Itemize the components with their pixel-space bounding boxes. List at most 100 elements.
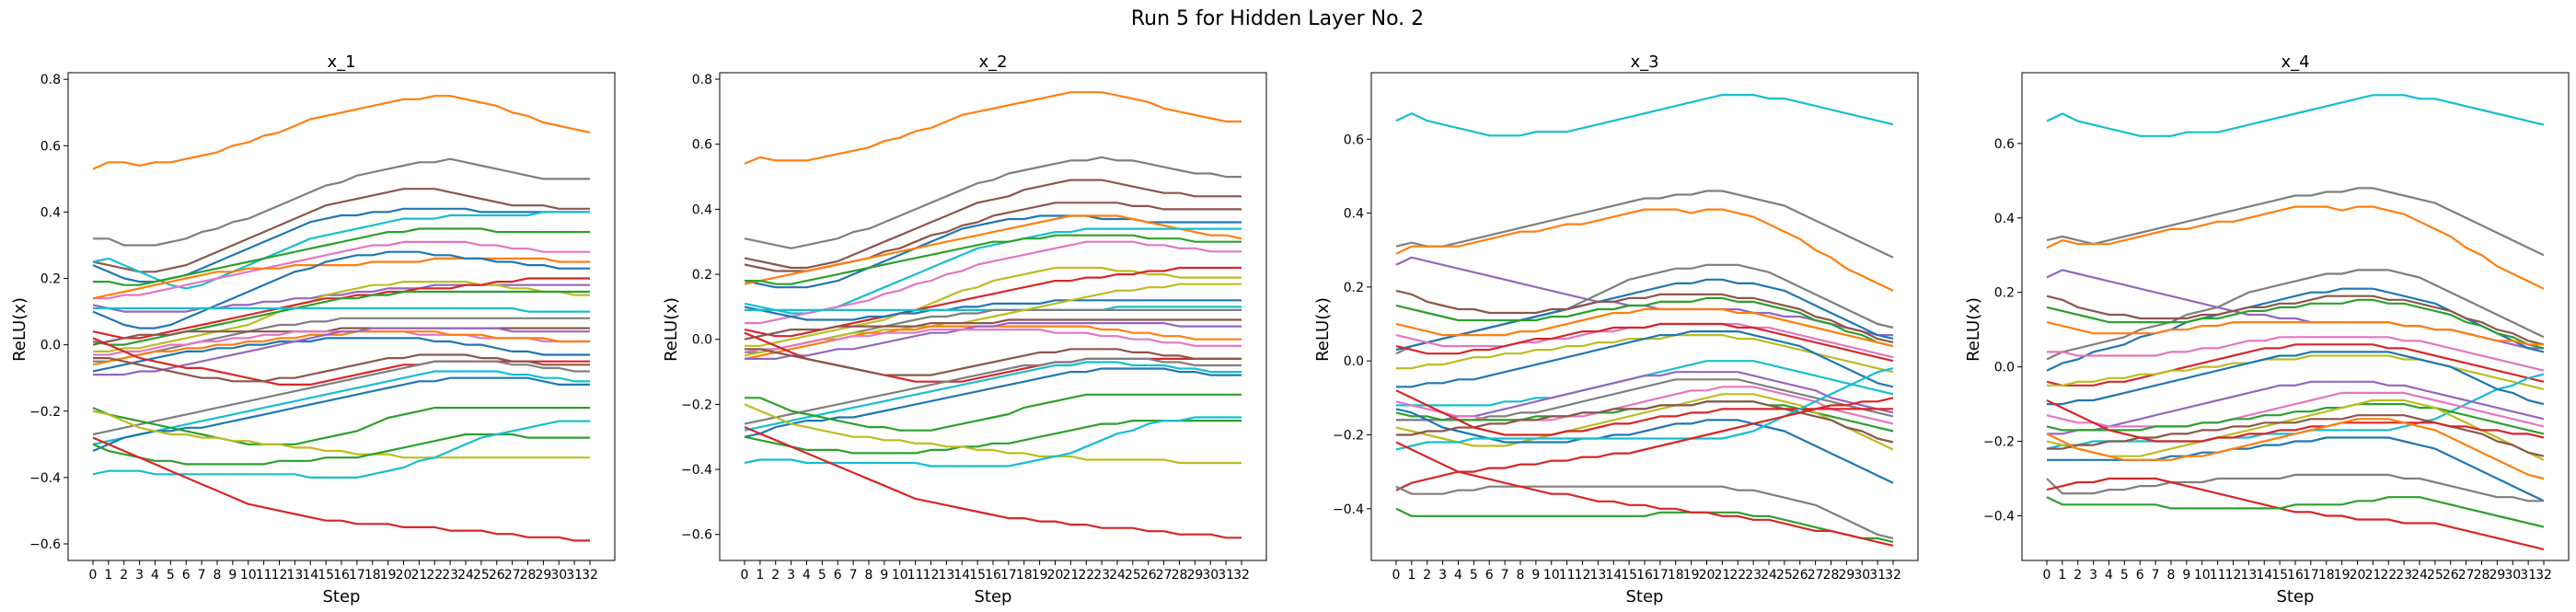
x-tick-label: 30 — [1202, 568, 1219, 583]
x-tick-label: 12 — [1575, 568, 1591, 583]
series-line — [2046, 477, 2545, 550]
x-tick-label: 7 — [2152, 568, 2160, 583]
x-tick-label: 9 — [228, 568, 237, 583]
x-tick-label: 27 — [1156, 568, 1172, 583]
x-tick-label: 1 — [1407, 568, 1415, 583]
x-tick-label: 23 — [1745, 568, 1762, 583]
y-axis-ticks: −0.4 −0.2 0.0 0.2 0.4 0.6 — [1983, 137, 2022, 524]
x-tick-label: 6 — [1485, 568, 1494, 583]
x-tick-label: 8 — [865, 568, 873, 583]
series-line — [92, 360, 590, 436]
x-tick-label: 4 — [803, 568, 811, 583]
x-tick-label: 20 — [2350, 568, 2366, 583]
x-tick-label: 17 — [349, 568, 365, 583]
series-line — [744, 403, 1242, 465]
series-line — [92, 211, 590, 290]
series-line — [744, 361, 1242, 432]
x-tick-label: 17 — [2303, 568, 2319, 583]
x-axis-ticks: 0 1 2 3 4 5 6 7 8 9 10 11 12 13 14 15 16 17 18 19 20 21 22 23 24… — [1392, 560, 1901, 583]
x-tick-label: 29 — [1838, 568, 1854, 583]
series-line — [1396, 334, 1894, 374]
series-line — [93, 227, 590, 286]
x-tick-label: 21 — [1714, 568, 1730, 583]
subplot-x1: x_1 Step ReLU(x) 0 1 2 3 4 5 6 7 8 9 10 11 12 13 14 15 1… — [10, 52, 616, 606]
series-line — [2046, 473, 2544, 502]
x-tick-label: 9 — [1531, 568, 1540, 583]
y-axis-ticks: −0.6 −0.4 −0.2 0.0 0.2 0.4 0.6 0.8 — [29, 73, 68, 552]
x-tick-label: 31 — [1869, 568, 1886, 583]
series-line — [1395, 507, 1894, 543]
series-line — [93, 157, 590, 247]
x-tick-label: 5 — [2120, 568, 2129, 583]
x-tick-label: 23 — [1093, 568, 1110, 583]
x-tick-label: 10 — [2194, 568, 2211, 583]
series-group — [1395, 93, 1894, 547]
x-tick-label: 14 — [953, 568, 970, 583]
x-tick-label: 14 — [2256, 568, 2272, 583]
series-line — [744, 299, 1242, 321]
y-tick-label: −0.2 — [29, 405, 61, 420]
x-tick-label: 11 — [1559, 568, 1576, 583]
x-tick-label: 7 — [198, 568, 206, 583]
y-axis-label: ReLU(x) — [1964, 297, 1983, 362]
y-tick-label: 0.4 — [692, 202, 712, 217]
series-line — [1395, 93, 1894, 137]
series-line — [2047, 351, 2545, 406]
x-tick-label: 30 — [550, 568, 567, 583]
series-line — [744, 357, 1242, 425]
y-tick-label: 0.6 — [40, 139, 61, 154]
x-tick-label: 6 — [2136, 568, 2144, 583]
x-tick-label: 26 — [1792, 568, 1808, 583]
series-line — [92, 410, 590, 459]
subplot-x4: x_4 Step ReLU(x) 0 1 2 3 4 5 6 7 8 9 10 11 12 13 14 15 1… — [1964, 52, 2570, 606]
series-line — [92, 420, 590, 479]
series-line — [1395, 296, 1894, 348]
series-line — [2046, 343, 2545, 387]
x-tick-label: 30 — [1854, 568, 1870, 583]
x-axis-label: Step — [323, 587, 361, 606]
y-tick-label: 0.6 — [1994, 137, 2015, 152]
series-line — [1395, 386, 1894, 425]
series-line — [1395, 389, 1893, 436]
series-line — [92, 376, 590, 453]
x-tick-label: 20 — [396, 568, 412, 583]
series-line — [92, 207, 590, 283]
series-line — [2046, 205, 2545, 290]
y-tick-label: −0.2 — [1333, 428, 1364, 443]
x-axis-ticks: 0 1 2 3 4 5 6 7 8 9 10 11 12 13 14 15 16 17 18 19 20 21 22 23 24… — [741, 560, 1250, 583]
x-tick-label: 23 — [442, 568, 458, 583]
series-line — [93, 327, 590, 376]
series-line — [744, 179, 1242, 270]
x-tick-label: 8 — [214, 568, 222, 583]
x-tick-label: 22 — [1078, 568, 1094, 583]
x-tick-label: 10 — [892, 568, 908, 583]
series-line — [92, 188, 590, 273]
x-tick-label: 25 — [473, 568, 490, 583]
subplot-title: x_2 — [978, 52, 1007, 72]
series-line — [1395, 307, 1894, 348]
subplot-title: x_4 — [2281, 52, 2309, 72]
series-line — [1395, 289, 1894, 344]
y-tick-label: −0.4 — [681, 463, 712, 478]
series-line — [92, 257, 590, 300]
y-tick-label: 0.6 — [692, 138, 712, 153]
y-tick-label: −0.2 — [681, 398, 712, 412]
x-tick-label: 18 — [2318, 568, 2335, 583]
series-line — [1395, 208, 1894, 292]
x-tick-label: 27 — [1808, 568, 1824, 583]
series-line — [745, 393, 1242, 432]
x-tick-label: 18 — [1668, 568, 1684, 583]
series-line — [92, 283, 590, 313]
x-tick-label: 3 — [787, 568, 795, 583]
y-tick-label: −0.4 — [1983, 509, 2015, 524]
series-line — [92, 337, 590, 373]
series-line — [92, 370, 590, 445]
x-tick-label: 11 — [256, 568, 272, 583]
x-tick-label: 30 — [2504, 568, 2521, 583]
x-tick-label: 16 — [333, 568, 350, 583]
x-tick-label: 26 — [489, 568, 505, 583]
y-tick-label: 0.0 — [692, 333, 712, 348]
x-tick-label: 26 — [2443, 568, 2459, 583]
y-tick-label: 0.0 — [40, 339, 61, 353]
x-tick-label: 15 — [2271, 568, 2288, 583]
